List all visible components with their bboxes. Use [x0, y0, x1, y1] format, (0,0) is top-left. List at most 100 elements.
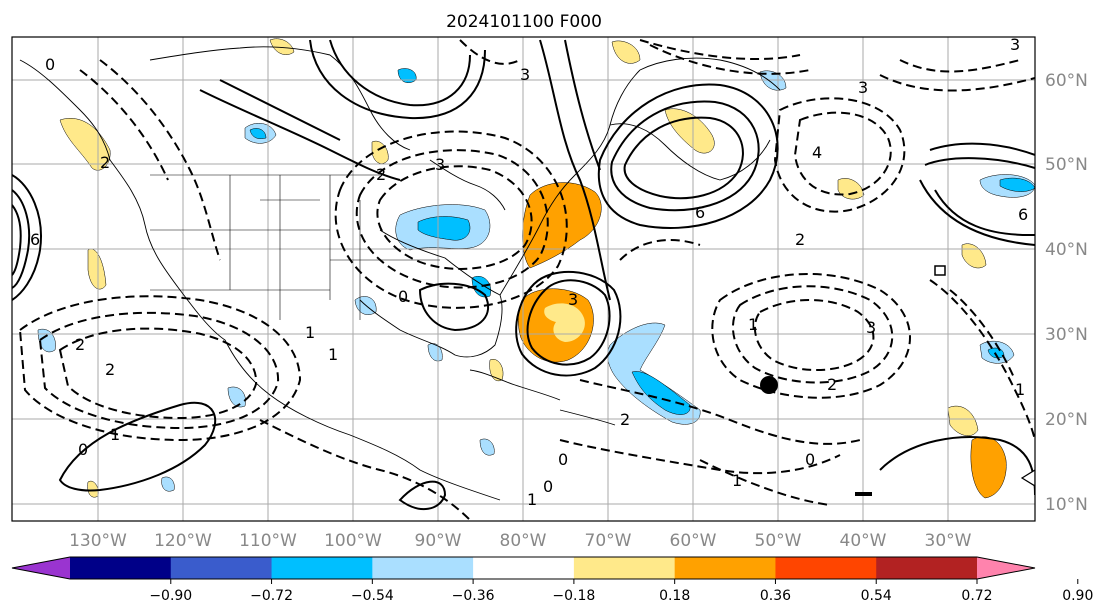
contour-label: 1	[110, 425, 120, 444]
colorbar-extend-low	[12, 557, 70, 579]
colorbar-segment	[674, 557, 776, 579]
lon-label: 100°W	[324, 531, 382, 551]
shade-blue-rockies	[249, 128, 267, 139]
colorbar-tick-label: −0.36	[452, 588, 495, 604]
shade-yellow-pac	[87, 248, 107, 290]
state-borders	[150, 174, 440, 320]
shade-yellow-6	[269, 38, 295, 55]
lon-label: 30°W	[925, 531, 972, 551]
contour-label: 1	[328, 345, 338, 364]
contour-label: 0	[805, 450, 815, 469]
contour-label: 1	[527, 490, 537, 509]
contour-label: 2	[827, 375, 837, 394]
colorbar-segment	[775, 557, 877, 579]
contour-label: 6	[1018, 205, 1028, 224]
contour-label: 2	[620, 410, 630, 429]
contour-label: 2	[75, 335, 85, 354]
colorbar-segment	[372, 557, 474, 579]
colorbar-segment	[473, 557, 575, 579]
lon-label: 130°W	[69, 531, 127, 551]
coastlines	[19, 46, 781, 501]
map-panel: 0 2 3 3 3 3 6 1 4 2 2 1 0 2 3 1 2 2 1 0	[11, 35, 1036, 522]
contour-label: 0	[543, 477, 553, 496]
colorbar-segments	[11, 556, 1036, 580]
lon-label: 60°W	[670, 531, 717, 551]
contour-label: 2	[376, 165, 386, 184]
contour-label: 0	[558, 450, 568, 469]
lon-label: 120°W	[154, 531, 212, 551]
contour-label: 3	[1010, 35, 1020, 54]
contour-label: 3	[858, 78, 868, 97]
contour-label: 1	[305, 323, 315, 342]
contour-label: 1	[1015, 380, 1025, 399]
colorbar-tick-label: 0.72	[961, 588, 992, 604]
contours-positive	[12, 39, 1035, 510]
lat-label: 20°N	[1045, 410, 1088, 430]
contour-label: 3	[520, 65, 530, 84]
colorbar-tick-label: −0.18	[552, 588, 595, 604]
longitude-labels: 130°W 120°W 110°W 100°W 90°W 80°W 70°W 6…	[69, 531, 972, 551]
contour-label: 0	[45, 55, 55, 74]
colorbar-outline	[11, 556, 1036, 580]
shade-blue-greatlakes	[417, 216, 471, 241]
lat-label: 30°N	[1045, 325, 1088, 345]
colorbar: −0.90 −0.72 −0.54 −0.36 −0.18 0.18 0.36 0.54 0.7…	[11, 556, 1093, 604]
contour-label: 2	[100, 153, 110, 172]
colorbar-tick-label: −0.54	[351, 588, 394, 604]
lat-label: 40°N	[1045, 240, 1088, 260]
location-marker	[760, 376, 778, 394]
colorbar-segment	[271, 557, 373, 579]
contour-labels: 0 2 3 3 3 3 6 1 4 2 2 1 0 2 3 1 2 2 1 0	[30, 35, 1028, 509]
shade-blue-atl	[631, 371, 691, 415]
shade-lightblue-greenland	[759, 70, 787, 91]
contours-negative	[18, 39, 1035, 521]
colorbar-segment	[170, 557, 273, 579]
lon-label: 40°W	[840, 531, 887, 551]
colorbar-tick-label: 0.18	[659, 588, 690, 604]
shade-yellow-7	[611, 40, 641, 64]
contour-label: 3	[866, 318, 876, 337]
contour-label: 2	[105, 360, 115, 379]
contour-label: 1	[748, 315, 758, 334]
contour-label: 6	[695, 203, 705, 222]
small-triangle	[1020, 469, 1035, 487]
contour-label: 4	[812, 143, 822, 162]
colorbar-segment	[70, 557, 172, 579]
shade-lightblue-gulf2	[427, 343, 443, 362]
contour-label: 3	[568, 290, 578, 309]
colorbar-segment	[876, 557, 978, 579]
colorbar-tick-label: 0.36	[760, 588, 791, 604]
latitude-labels: 60°N 50°N 40°N 30°N 20°N 10°N	[1045, 71, 1088, 515]
graticule	[12, 37, 1035, 521]
map-title: 2024101100 F000	[446, 12, 602, 32]
shade-lightblue-carib	[479, 438, 495, 456]
lat-label: 60°N	[1045, 71, 1088, 91]
contour-label: 3	[435, 155, 445, 174]
colorbar-extend-high	[977, 557, 1035, 579]
lon-label: 80°W	[500, 531, 547, 551]
colorbar-ticks: −0.90 −0.72 −0.54 −0.36 −0.18 0.18 0.36 0.54 0.7…	[149, 579, 1093, 604]
lon-label: 110°W	[239, 531, 297, 551]
lon-label: 70°W	[585, 531, 632, 551]
shade-yellow-inner	[544, 303, 585, 342]
contour-label: 6	[30, 230, 40, 249]
contour-label: 0	[78, 440, 88, 459]
colorbar-segment	[573, 557, 676, 579]
lat-label: 10°N	[1045, 495, 1088, 515]
colorbar-tick-label: 0.54	[861, 588, 892, 604]
contour-label: 2	[795, 230, 805, 249]
map-frame	[11, 36, 1036, 522]
shade-lightblue-pac2	[161, 476, 175, 492]
shade-orange-east-coast	[522, 182, 602, 269]
colorbar-tick-label: −0.90	[149, 588, 192, 604]
colorbar-tick-label: 0.90	[1062, 588, 1093, 604]
shade-yellow-east	[947, 405, 979, 436]
colorbar-tick-label: −0.72	[250, 588, 293, 604]
contour-label: 0	[398, 287, 408, 306]
shade-lightblue-mexico	[227, 386, 246, 408]
lon-label: 50°W	[755, 531, 802, 551]
small-box	[934, 265, 946, 276]
shade-yellow-2	[961, 243, 987, 269]
contour-label: 1	[732, 471, 742, 490]
